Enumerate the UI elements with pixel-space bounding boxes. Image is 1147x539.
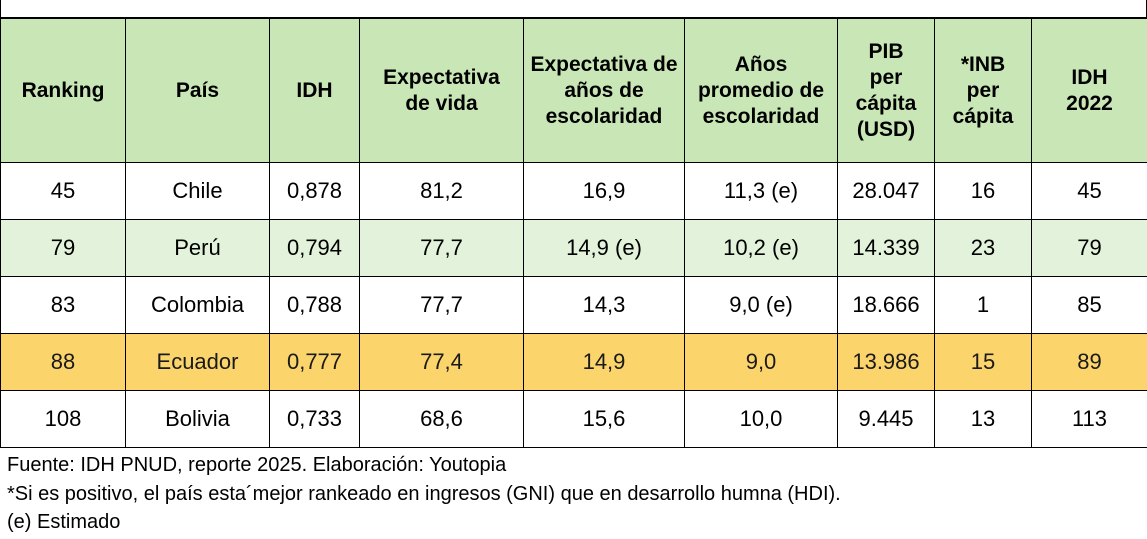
cell-ranking: 88 [0,333,126,391]
cell-hdi: 0,788 [269,276,360,334]
header-expected-schooling: Expectativa de años de escolaridad [523,18,685,163]
header-ranking: Ranking [0,18,126,163]
hdi-table: Ranking País IDH Expectativa de vida Exp… [0,18,1147,448]
cell-mean-schooling: 9,0 (e) [684,276,838,334]
cell-gni-per-capita: 23 [934,219,1032,277]
cell-ranking: 45 [0,162,126,220]
header-gdp-per-capita: PIB per cápita (USD) [837,18,935,163]
cell-hdi: 0,733 [269,390,360,448]
cell-hdi-2022: 113 [1031,390,1147,448]
cell-life-expectancy: 77,7 [359,219,524,277]
footnote-source: Fuente: IDH PNUD, reporte 2025. Elaborac… [7,454,507,476]
table-row-chile: 45 Chile 0,878 81,2 16,9 11,3 (e) 28.047… [0,162,1147,220]
cell-gni-per-capita: 1 [934,276,1032,334]
cell-mean-schooling: 11,3 (e) [684,162,838,220]
cell-mean-schooling: 10,2 (e) [684,219,838,277]
cell-hdi: 0,878 [269,162,360,220]
cell-gdp-per-capita: 28.047 [837,162,935,220]
table-row-bolivia: 108 Bolivia 0,733 68,6 15,6 10,0 9.445 1… [0,390,1147,448]
cell-life-expectancy: 81,2 [359,162,524,220]
table-row-peru: 79 Perú 0,794 77,7 14,9 (e) 10,2 (e) 14.… [0,219,1147,277]
cell-hdi: 0,794 [269,219,360,277]
header-row: Ranking País IDH Expectativa de vida Exp… [0,18,1147,163]
cell-gdp-per-capita: 13.986 [837,333,935,391]
cell-ranking: 83 [0,276,126,334]
cell-hdi-2022: 85 [1031,276,1147,334]
cell-hdi-2022: 45 [1031,162,1147,220]
cell-gni-per-capita: 16 [934,162,1032,220]
header-hdi-2022: IDH 2022 [1031,18,1147,163]
cell-country: Colombia [125,276,270,334]
cell-ranking: 79 [0,219,126,277]
cell-hdi: 0,777 [269,333,360,391]
cell-life-expectancy: 77,7 [359,276,524,334]
cell-country: Perú [125,219,270,277]
cell-expected-schooling: 14,9 [523,333,685,391]
header-mean-schooling: Años promedio de escolaridad [684,18,838,163]
cell-mean-schooling: 10,0 [684,390,838,448]
footnote-estimate: (e) Estimado [7,511,121,533]
cell-gdp-per-capita: 9.445 [837,390,935,448]
cell-life-expectancy: 68,6 [359,390,524,448]
cell-ranking: 108 [0,390,126,448]
table-top-border [0,0,1147,18]
header-gni-per-capita: *INB per cápita [934,18,1032,163]
header-life-expectancy: Expectativa de vida [359,18,524,163]
cell-expected-schooling: 14,3 [523,276,685,334]
cell-hdi-2022: 89 [1031,333,1147,391]
cell-country: Ecuador [125,333,270,391]
cell-mean-schooling: 9,0 [684,333,838,391]
footnote-gni-note: *Si es positivo, el país esta´mejor rank… [7,483,841,505]
cell-life-expectancy: 77,4 [359,333,524,391]
cell-gdp-per-capita: 18.666 [837,276,935,334]
table-row-ecuador-highlighted: 88 Ecuador 0,777 77,4 14,9 9,0 13.986 15… [0,333,1147,391]
cell-gni-per-capita: 13 [934,390,1032,448]
cell-gni-per-capita: 15 [934,333,1032,391]
cell-expected-schooling: 15,6 [523,390,685,448]
cell-gdp-per-capita: 14.339 [837,219,935,277]
table-row-colombia: 83 Colombia 0,788 77,7 14,3 9,0 (e) 18.6… [0,276,1147,334]
cell-expected-schooling: 16,9 [523,162,685,220]
header-hdi: IDH [269,18,360,163]
cell-country: Bolivia [125,390,270,448]
cell-country: Chile [125,162,270,220]
cell-hdi-2022: 79 [1031,219,1147,277]
header-country: País [125,18,270,163]
cell-expected-schooling: 14,9 (e) [523,219,685,277]
